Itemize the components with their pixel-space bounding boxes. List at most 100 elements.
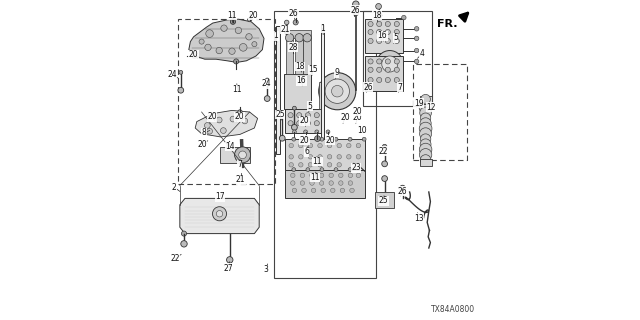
Circle shape	[420, 118, 431, 129]
Circle shape	[289, 143, 293, 148]
Circle shape	[308, 163, 312, 167]
Text: 26: 26	[363, 83, 373, 92]
Circle shape	[385, 38, 390, 44]
Circle shape	[381, 56, 398, 72]
Circle shape	[377, 21, 382, 27]
Text: 20: 20	[300, 116, 310, 125]
Circle shape	[328, 143, 332, 148]
Text: 7: 7	[397, 83, 403, 92]
Circle shape	[368, 59, 373, 64]
Text: 20: 20	[207, 112, 217, 121]
Text: 4: 4	[419, 49, 424, 58]
Text: TX84A0800: TX84A0800	[431, 305, 475, 314]
Circle shape	[199, 39, 204, 44]
Circle shape	[216, 117, 222, 123]
Polygon shape	[288, 30, 311, 38]
Circle shape	[377, 59, 382, 64]
Circle shape	[385, 77, 390, 83]
Circle shape	[320, 137, 324, 141]
Circle shape	[337, 143, 342, 148]
Circle shape	[310, 181, 314, 185]
Circle shape	[321, 188, 326, 193]
Circle shape	[291, 181, 295, 185]
Text: 25: 25	[275, 110, 285, 119]
Text: 25: 25	[378, 196, 388, 205]
Circle shape	[229, 48, 236, 54]
Text: 27: 27	[224, 264, 234, 273]
Circle shape	[394, 38, 399, 44]
Circle shape	[314, 121, 319, 126]
Circle shape	[383, 144, 387, 149]
Circle shape	[420, 155, 431, 165]
Circle shape	[179, 70, 183, 74]
Circle shape	[206, 30, 214, 37]
Circle shape	[293, 11, 298, 15]
Circle shape	[305, 121, 310, 126]
Circle shape	[306, 168, 310, 172]
Text: 1: 1	[320, 24, 325, 33]
Circle shape	[419, 101, 432, 114]
Text: 28: 28	[288, 43, 298, 52]
Circle shape	[376, 51, 403, 77]
Text: 16: 16	[296, 76, 307, 85]
Circle shape	[330, 188, 335, 193]
Text: 20: 20	[197, 140, 207, 149]
Circle shape	[419, 148, 432, 161]
Circle shape	[377, 77, 382, 83]
Circle shape	[385, 21, 390, 27]
Circle shape	[385, 29, 390, 35]
Polygon shape	[420, 159, 432, 166]
Polygon shape	[365, 19, 403, 53]
Circle shape	[178, 87, 184, 93]
Circle shape	[252, 42, 257, 47]
Text: 15: 15	[308, 65, 318, 74]
Polygon shape	[285, 38, 293, 74]
Polygon shape	[319, 82, 323, 109]
Circle shape	[328, 163, 332, 167]
Circle shape	[216, 47, 223, 54]
Circle shape	[348, 168, 352, 172]
Circle shape	[298, 143, 303, 148]
Circle shape	[298, 155, 303, 159]
Polygon shape	[189, 19, 264, 62]
Circle shape	[293, 20, 298, 25]
Circle shape	[306, 137, 310, 141]
Circle shape	[356, 155, 361, 159]
Circle shape	[302, 188, 307, 193]
Text: 8: 8	[202, 128, 207, 137]
Text: 24: 24	[261, 79, 271, 88]
Circle shape	[304, 130, 308, 134]
Circle shape	[402, 15, 406, 20]
Circle shape	[264, 96, 270, 101]
Polygon shape	[195, 110, 258, 137]
Text: 1: 1	[273, 31, 278, 40]
Circle shape	[288, 121, 293, 126]
Text: 18: 18	[295, 62, 305, 71]
Circle shape	[292, 106, 296, 110]
Circle shape	[265, 78, 269, 82]
Text: 5: 5	[393, 33, 398, 42]
Text: 3: 3	[264, 265, 269, 274]
Polygon shape	[285, 170, 365, 198]
Circle shape	[239, 44, 247, 51]
Text: 21: 21	[280, 25, 289, 34]
Polygon shape	[296, 38, 303, 74]
Circle shape	[300, 173, 305, 178]
Circle shape	[348, 181, 353, 185]
Circle shape	[332, 85, 343, 97]
Circle shape	[415, 48, 419, 53]
Polygon shape	[375, 192, 394, 208]
Circle shape	[315, 130, 319, 134]
Circle shape	[353, 10, 359, 16]
Circle shape	[420, 128, 431, 140]
Text: 23: 23	[351, 164, 361, 172]
Circle shape	[340, 188, 344, 193]
Circle shape	[297, 121, 302, 126]
Polygon shape	[303, 38, 311, 74]
Circle shape	[419, 143, 432, 156]
Text: 20: 20	[353, 113, 363, 122]
Text: 9: 9	[334, 68, 339, 77]
Bar	[274, 11, 376, 278]
Circle shape	[239, 151, 246, 159]
Circle shape	[234, 59, 239, 64]
